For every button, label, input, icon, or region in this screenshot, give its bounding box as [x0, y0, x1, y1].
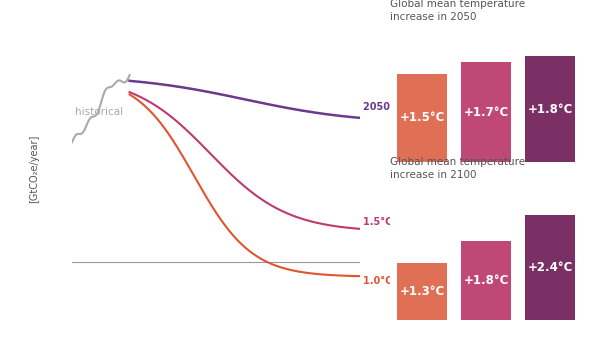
Text: [GtCO₂e/year]: [GtCO₂e/year]: [29, 134, 40, 203]
Bar: [461, 62, 511, 162]
Text: 1.0°C pathway: 1.0°C pathway: [363, 276, 443, 286]
Bar: [461, 241, 511, 320]
Text: +2.4°C: +2.4°C: [527, 261, 572, 274]
Text: 2050 target: 2050 target: [363, 102, 428, 113]
Text: 1.5°C pathway: 1.5°C pathway: [363, 217, 443, 227]
Bar: [397, 263, 447, 320]
Text: +1.8°C: +1.8°C: [527, 102, 572, 116]
Text: historical: historical: [75, 108, 123, 118]
Text: +1.8°C: +1.8°C: [463, 274, 509, 287]
Text: +1.5°C: +1.5°C: [400, 112, 445, 124]
Text: +1.3°C: +1.3°C: [400, 285, 445, 298]
Bar: [525, 215, 575, 320]
Text: Global mean temperature
increase in 2050: Global mean temperature increase in 2050: [390, 0, 525, 22]
Text: Global mean temperature
increase in 2100: Global mean temperature increase in 2100: [390, 157, 525, 180]
Bar: [525, 56, 575, 162]
Bar: [397, 74, 447, 162]
Text: +1.7°C: +1.7°C: [463, 105, 509, 119]
